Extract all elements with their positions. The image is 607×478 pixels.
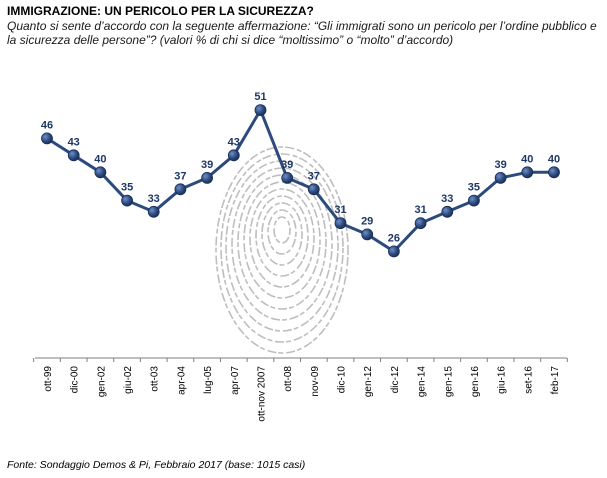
x-tick-label: gen-14 <box>417 366 428 398</box>
x-tick-label: dic-12 <box>390 366 401 394</box>
data-label: 39 <box>281 159 293 171</box>
data-point <box>281 171 294 184</box>
data-point <box>467 194 480 207</box>
x-tick-label: gen-16 <box>470 366 481 398</box>
x-tick-label: giu-02 <box>123 366 134 394</box>
page-title: IMMIGRAZIONE: UN PERICOLO PER LA SICUREZ… <box>7 4 314 18</box>
data-label: 35 <box>468 182 480 194</box>
data-label: 46 <box>41 119 53 131</box>
x-tick-label: apr-04 <box>176 366 187 395</box>
data-label: 26 <box>388 232 400 244</box>
data-label: 31 <box>414 204 426 216</box>
data-point <box>334 217 347 230</box>
data-label: 43 <box>68 136 80 148</box>
data-point <box>201 171 214 184</box>
x-tick-label: set-16 <box>523 366 534 394</box>
data-point <box>94 166 107 179</box>
data-label: 40 <box>94 153 106 165</box>
source-note: Fonte: Sondaggio Demos & Pi, Febbraio 20… <box>7 459 306 471</box>
x-tick-label: gen-15 <box>443 366 454 398</box>
x-tick-label: nov-09 <box>310 366 321 397</box>
data-label: 29 <box>361 215 373 227</box>
data-point <box>254 104 267 116</box>
data-point <box>121 194 133 207</box>
data-point <box>67 149 80 162</box>
data-point <box>387 245 400 258</box>
data-point <box>548 166 560 179</box>
x-tick-label: ott-03 <box>150 366 161 392</box>
data-label: 33 <box>441 193 453 205</box>
x-tick-label: apr-07 <box>230 366 241 395</box>
data-label: 37 <box>174 170 186 182</box>
x-tick-label: gen-12 <box>363 366 374 398</box>
data-point <box>41 132 53 145</box>
data-label: 31 <box>334 204 346 216</box>
data-label: 43 <box>228 136 240 148</box>
x-tick-label: ott-08 <box>283 366 294 392</box>
page-subtitle: Quanto si sente d’accordo con la seguent… <box>7 19 597 47</box>
data-point <box>414 217 427 230</box>
data-label: 37 <box>308 170 320 182</box>
data-point <box>147 205 160 218</box>
data-label: 39 <box>201 159 213 171</box>
data-point <box>307 183 320 196</box>
data-point <box>441 205 454 218</box>
x-tick-label: gen-02 <box>96 366 107 398</box>
data-label: 40 <box>521 153 533 165</box>
x-tick-label: dic-10 <box>337 366 348 394</box>
x-tick-label: feb-17 <box>550 366 561 395</box>
x-tick-label: ott-99 <box>43 366 54 392</box>
data-label: 51 <box>254 91 266 103</box>
data-point <box>521 166 534 179</box>
data-label: 39 <box>494 159 506 171</box>
data-point <box>174 183 187 196</box>
x-tick-label: giu-16 <box>497 366 508 394</box>
data-point <box>494 171 507 184</box>
data-label: 40 <box>548 153 560 165</box>
data-point <box>361 228 374 241</box>
data-label: 33 <box>148 193 160 205</box>
fingerprint-icon <box>215 146 349 354</box>
x-tick-label: dic-00 <box>70 366 81 394</box>
data-point <box>227 149 240 162</box>
x-tick-label: ott-nov 2007 <box>257 366 268 422</box>
data-label: 35 <box>121 182 133 194</box>
x-tick-label: lug-05 <box>203 366 214 394</box>
